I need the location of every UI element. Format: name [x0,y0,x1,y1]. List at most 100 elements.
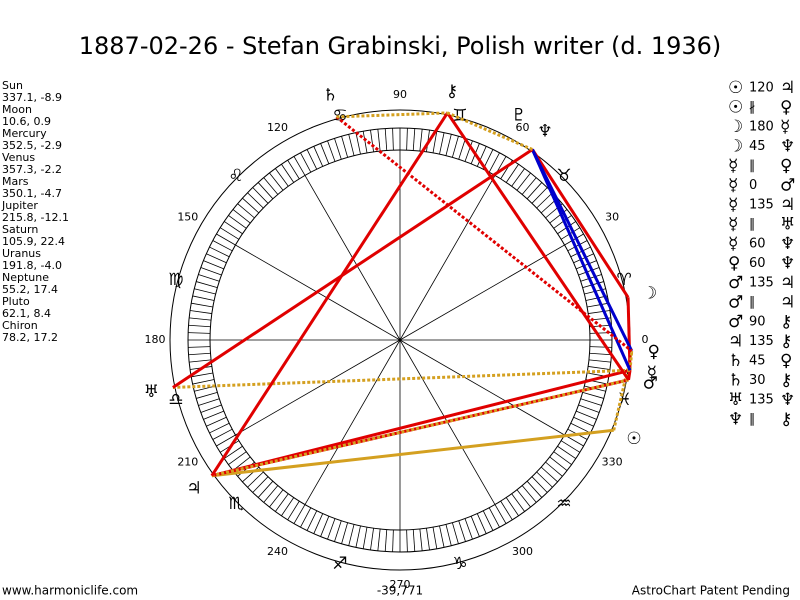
ring-tick [334,520,342,542]
ring-tick [573,416,594,427]
ring-tick [212,240,233,252]
ring-tick [377,129,381,152]
ring-tick [300,152,312,173]
aspect-line [172,368,631,389]
ring-tick [188,332,211,334]
planet-glyph: ♇ [511,106,526,126]
aspect-to: ♃ [780,78,795,98]
ring-tick [320,516,330,537]
ring-tick [406,529,408,552]
ring-tick [341,522,349,544]
ring-tick [521,177,537,195]
ring-tick [216,434,236,447]
aspect-from: ☽ [728,137,743,157]
title: 1887-02-26 - Stefan Grabinski, Polish wr… [79,32,722,60]
planet-name: Neptune [2,271,49,284]
ring-tick [206,253,227,264]
aspect-from: ☿ [728,176,738,196]
aspect-from: ♂ [728,312,743,332]
ring-tick [263,177,279,195]
planet-coords: 357.3, -2.2 [2,163,62,176]
ring-tick [247,192,264,209]
aspect-from: ♃ [728,332,743,352]
planet-name: Jupiter [1,199,38,212]
ring-tick [200,267,222,276]
planet-glyph: ♀ [647,342,659,362]
ring-tick [293,504,306,524]
planet-name: Mars [2,175,29,188]
ring-tick [188,352,211,356]
ring-tick [224,445,243,459]
aspect-from: ♅ [728,390,743,410]
ring-tick [439,525,445,548]
aspect-from: ♂ [728,293,743,313]
ring-tick [545,461,563,477]
aspect-kind: 90 [749,315,766,330]
aspect-kind: 135 [749,198,774,213]
ring-tick [531,187,548,204]
aspect-line [446,111,533,151]
ring-tick [194,288,216,295]
aspect-line [210,112,449,477]
ring-tick [549,456,568,471]
aspect-to: ♀ [780,351,792,371]
ring-tick [198,274,220,282]
planet-glyph: ♂ [643,374,658,394]
ring-tick [536,192,553,209]
ring-tick [190,310,212,314]
degree-label: 120 [267,121,288,134]
degree-label: 30 [605,211,619,224]
ring-tick [553,215,572,229]
ring-tick [247,471,264,488]
planet-glyph: ♆ [537,121,552,141]
ring-tick [476,513,487,534]
ring-tick [252,476,269,493]
zodiac-sign: ♍ [168,270,183,290]
ring-tick [287,500,300,520]
planet-glyph: ♃ [186,479,201,499]
ring-tick [458,138,466,160]
zodiac-sign: ♏ [228,494,243,514]
footer-left: www.harmoniclife.com [2,584,138,598]
aspect-kind: 120 [749,81,774,96]
ring-tick [281,497,295,516]
ring-tick [189,317,212,321]
ring-tick [516,489,531,508]
ring-tick [242,197,260,214]
ring-tick [505,497,519,516]
aspect-to: ⚷ [780,371,792,391]
zodiac-sign: ♓ [616,390,631,410]
ring-tick [553,451,572,465]
zodiac-sign: ♐ [332,554,347,574]
planet-glyph: ☿ [647,363,657,383]
zodiac-sign: ♋ [332,106,347,126]
ring-tick [224,221,243,235]
aspect-kind: ∥ [749,217,756,232]
ring-tick [580,398,602,406]
ring-tick [470,516,480,537]
aspect-kind: 30 [749,373,766,388]
ring-tick [451,136,459,158]
ring-tick [196,391,218,399]
ring-tick [476,146,487,167]
ring-tick [521,485,537,503]
ring-tick [355,525,361,548]
aspect-from: ☿ [728,156,738,176]
ring-tick [587,302,609,308]
ring-tick [588,359,611,363]
planet-name: Venus [2,151,35,164]
ring-tick [327,518,336,540]
ring-tick [196,281,218,289]
aspect-from: ♀ [728,254,740,274]
spoke [399,244,565,341]
aspect-line [336,111,448,119]
aspect-kind: ∥ [749,159,756,174]
ring-tick [300,507,312,528]
aspect-from: ☿ [728,234,738,254]
ring-tick [458,520,466,542]
ring-tick [269,489,284,508]
planet-name: Chiron [2,319,38,332]
ring-tick [257,480,274,498]
ring-tick [370,130,374,152]
